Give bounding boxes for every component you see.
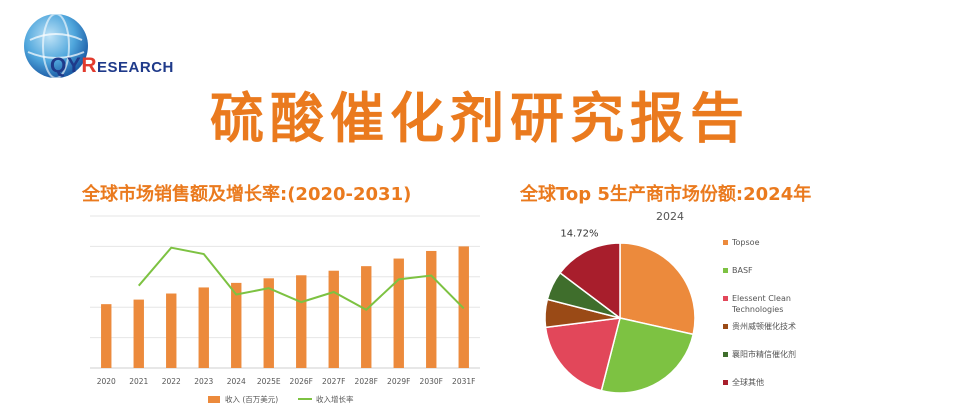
pie-slice [619,242,696,336]
legend-label: Elessent Clean [732,294,791,303]
bar [426,250,437,368]
pie-slice [600,317,695,394]
legend-swatch [723,380,728,385]
pie-chart: 2024 14.72% Topsoe BASF Elessent Clean Techno… [544,210,796,394]
legend-label: 贵州威顿催化技术 [732,321,796,331]
legend-label: 全球其他 [732,377,764,387]
bar [231,282,242,368]
logo-rest: ESEARCH [97,59,174,76]
x-tick-label: 2028F [355,377,378,386]
logo-qy: QY [50,54,82,77]
legend-label: Topsoe [731,238,760,247]
legend-label: 襄阳市精信催化剂 [732,349,796,359]
pie-data-label: 14.72% [560,229,598,240]
x-tick-label: 2023 [194,377,213,386]
pie-subtitle: 2024 [656,210,684,223]
bar [133,299,144,368]
growth-rate-line [137,246,465,311]
bar [296,275,307,368]
x-tick-label: 2026F [290,377,313,386]
legend-label-growth: 收入增长率 [316,394,354,404]
pie-slice [544,317,622,392]
left-chart-title: 全球市场销售额及增长率:(2020-2031) [82,184,412,205]
legend-swatch [723,352,728,357]
logo-wordmark: QYRESEARCH [50,54,174,78]
x-tick-label: 2022 [162,377,181,386]
x-tick-label: 2031F [452,377,475,386]
x-tick-label: 2020 [97,377,116,386]
pie-slice [559,242,621,320]
legend-swatch [723,240,728,245]
bar [166,293,177,368]
bar-line-chart: 2020 2021 2022 2023 2024 2025E 2026F 2027F 2028F… [90,215,480,404]
legend-label-cont: Technologies [731,305,783,314]
x-tick-label: 2029F [387,377,410,386]
bar [361,266,372,368]
globe-logo-icon [24,13,88,79]
legend-label: BASF [732,266,753,275]
legend-label-revenue: 收入 (百万美元) [225,394,278,404]
legend-swatch [723,268,728,273]
x-tick-label: 2025E [257,377,281,386]
x-tick-label: 2024 [227,377,246,386]
bar [328,270,339,368]
bar [393,258,404,368]
legend-swatch [723,296,728,301]
bar [101,304,112,368]
x-tick-label: 2030F [420,377,443,386]
right-chart-title: 全球Top 5生产商市场份额:2024年 [520,184,812,205]
bar [263,278,274,368]
logo: QYRESEARCH [14,10,184,82]
legend-swatch-revenue [208,396,220,403]
x-tick-label: 2027F [322,377,345,386]
page-title: 硫酸催化剂研究报告 [210,87,750,150]
x-tick-label: 2021 [129,377,148,386]
legend-swatch [723,324,728,329]
logo-r: R [81,54,98,77]
bar [198,287,209,368]
